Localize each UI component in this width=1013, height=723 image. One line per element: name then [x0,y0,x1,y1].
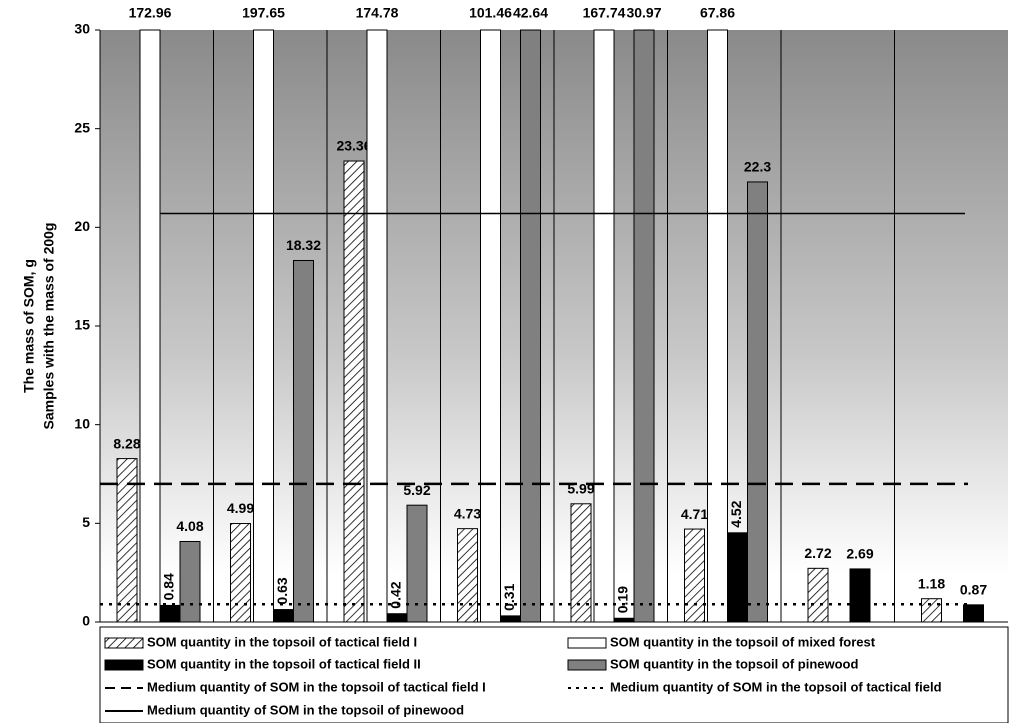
value-label: 5.92 [403,482,430,498]
bar [366,29,388,623]
bar [457,528,478,623]
value-label: 167.74 [583,5,626,21]
bar [747,181,768,623]
legend-label: SOM quantity in the topsoil of tactical … [147,656,421,671]
value-label: 172.96 [129,5,172,21]
bar [253,29,274,623]
bar [727,532,748,623]
bar [159,604,181,623]
value-label: 22.3 [744,159,771,175]
bar [139,29,161,623]
bar [273,609,294,623]
legend-label: SOM quantity in the topsoil of mixed for… [610,634,876,649]
bar [963,604,984,623]
y-tick-label: 10 [74,415,90,431]
value-label: 4.73 [454,505,481,521]
bar [707,29,728,623]
bar [613,617,635,623]
value-label: 2.69 [846,546,873,562]
legend [99,626,1009,723]
legend-swatch [567,659,607,671]
legend-label: SOM quantity in the topsoil of tactical … [147,634,417,649]
legend-label: SOM quantity in the topsoil of pinewood [610,656,858,671]
value-label: 18.32 [286,237,321,253]
bar [500,615,521,623]
bar [593,29,615,623]
legend-label: Medium quantity of SOM in the topsoil of… [610,679,942,694]
y-label: Samples with the mass of 200g [41,223,57,430]
y-tick-label: 5 [82,514,90,530]
bar [293,259,314,623]
legend-swatch [567,637,607,649]
value-label: 4.71 [681,506,708,522]
bar [807,567,829,623]
bar [230,523,251,623]
value-label: 42.64 [513,5,548,21]
value-label: 197.65 [242,5,285,21]
legend-label: Medium quantity of SOM in the topsoil of… [147,679,486,694]
value-label: 4.08 [176,518,203,534]
bar [179,540,201,623]
value-label: 0.63 [274,577,290,604]
bar [684,528,705,623]
value-label: 1.18 [918,575,945,591]
value-label: 2.72 [804,545,831,561]
bar [921,598,942,623]
value-label: 67.86 [700,5,735,21]
value-label: 101.46 [469,5,512,21]
legend-swatch [104,637,144,649]
y-tick-label: 15 [74,317,90,333]
value-label: 0.31 [501,583,517,610]
bar [849,568,871,623]
value-label: 4.52 [728,500,744,527]
bar [480,29,501,623]
legend-label: Medium quantity of SOM in the topsoil of… [147,702,464,717]
value-label: 174.78 [356,5,399,21]
value-label: 4.99 [227,500,254,516]
value-label: 23.36 [336,138,371,154]
bar [633,29,655,623]
value-label: 0.19 [615,586,631,613]
y-tick-label: 20 [74,218,90,234]
bar [386,613,408,623]
y-label: The mass of SOM, g [21,259,37,393]
bar [343,160,365,623]
value-label: 30.97 [626,5,661,21]
value-label: 8.28 [113,435,140,451]
value-label: 0.84 [161,573,177,600]
y-tick-label: 30 [74,21,90,37]
legend-swatch [104,659,144,671]
y-tick-label: 0 [82,613,90,629]
value-label: 0.87 [960,582,987,598]
bar [520,29,541,623]
value-label: 0.42 [388,581,404,608]
y-tick-label: 25 [74,119,90,135]
